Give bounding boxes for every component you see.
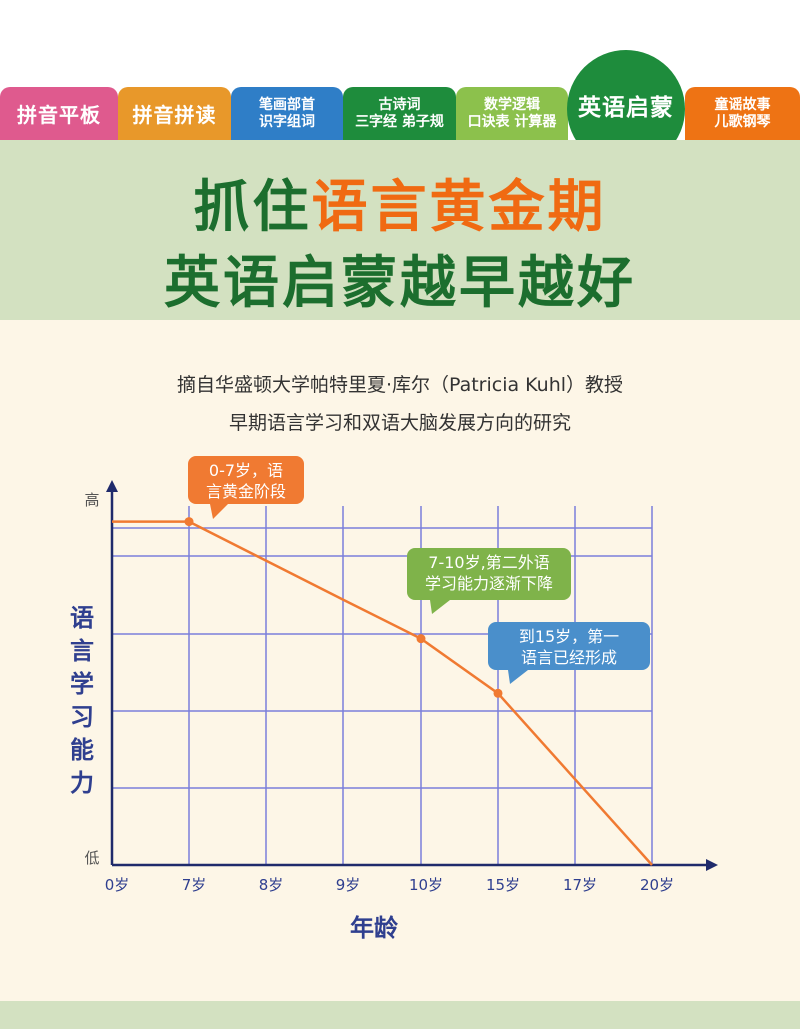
- tab-songs[interactable]: 童谣故事 儿歌钢琴: [685, 87, 800, 140]
- category-tabs: 拼音平板 拼音拼读 笔画部首 识字组词 古诗词 三字经 弟子规 数学逻辑 口诀表 计算器 童谣故…: [0, 0, 800, 140]
- data-point-4: [416, 634, 426, 644]
- tab-strokes[interactable]: 笔画部首 识字组词: [231, 87, 343, 140]
- annotation-bubble-2: [488, 622, 650, 670]
- x-tick-label-7: 20岁: [640, 876, 674, 894]
- x-axis-arrow: [706, 859, 718, 871]
- tab-math[interactable]: 数学逻辑 口诀表 计算器: [456, 87, 568, 140]
- headline-highlight: 语言黄金期: [311, 175, 607, 240]
- annotation-bubble-1: [407, 548, 571, 600]
- tab-strokes-label-0: 笔画部首: [259, 96, 315, 113]
- annotation-tail-1: [430, 600, 450, 614]
- annotation-tail-2: [508, 670, 528, 684]
- annotation-text-2-1: 语言已经形成: [521, 648, 617, 667]
- x-tick-label-3: 9岁: [336, 876, 361, 894]
- y-axis-title-char-1: 言: [70, 637, 94, 665]
- tab-pinyin-tablet[interactable]: 拼音平板: [0, 87, 118, 140]
- x-tick-label-2: 8岁: [259, 876, 284, 894]
- source-line-2: 早期语言学习和双语大脑发展方向的研究: [228, 412, 571, 434]
- tab-english-label[interactable]: 英语启蒙: [578, 95, 674, 121]
- series-line: [112, 520, 653, 866]
- annotation-text-1-1: 学习能力逐渐下降: [425, 574, 553, 593]
- x-axis-title: 年龄: [350, 914, 399, 942]
- x-tick-label-0: 0岁: [105, 876, 130, 894]
- tab-poems-label-1: 三字经 弟子规: [355, 113, 444, 130]
- headline-line-2: 英语启蒙越早越好: [164, 251, 636, 316]
- tab-pinyin-reading[interactable]: 拼音拼读: [118, 87, 231, 140]
- tab-strokes-label-1: 识字组词: [259, 113, 315, 130]
- tab-pinyin-reading-label-0: 拼音拼读: [132, 103, 217, 127]
- tab-songs-label-0: 童谣故事: [714, 96, 771, 113]
- y-low-label: 低: [84, 849, 99, 867]
- y-axis-title-char-4: 能: [70, 736, 94, 764]
- tab-pinyin-tablet-label-0: 拼音平板: [17, 103, 101, 127]
- annotation-tail-0: [210, 504, 228, 519]
- y-high-label: 高: [84, 491, 99, 509]
- annotation-text-1-0: 7-10岁,第二外语: [428, 553, 549, 572]
- data-point-5: [493, 688, 503, 698]
- y-axis-arrow: [106, 480, 118, 492]
- x-tick-label-6: 17岁: [563, 876, 597, 894]
- tab-math-label-1: 口诀表 计算器: [467, 113, 557, 130]
- annotation-text-2-0: 到15岁，第一: [519, 627, 619, 646]
- bottom-band: [0, 1001, 800, 1029]
- source-line-1: 摘自华盛顿大学帕特里夏·库尔（Patricia Kuhl）教授: [176, 374, 624, 396]
- tab-poems-label-0: 古诗词: [378, 96, 421, 113]
- data-point-1: [184, 517, 194, 527]
- x-tick-label-4: 10岁: [409, 876, 443, 894]
- tab-math-label-0: 数学逻辑: [484, 96, 540, 113]
- y-axis-title-char-3: 习: [70, 703, 94, 731]
- annotation-bubble-0: [188, 456, 304, 504]
- headline-band: 抓住语言黄金期 英语启蒙越早越好: [0, 140, 800, 320]
- annotation-text-0-1: 言黄金阶段: [206, 482, 286, 501]
- tab-poems[interactable]: 古诗词 三字经 弟子规: [343, 87, 456, 140]
- headline-line-1: 抓住语言黄金期: [0, 162, 800, 243]
- content-area: [0, 320, 800, 1001]
- y-axis-title-char-2: 学: [70, 670, 94, 698]
- x-tick-label-1: 7岁: [182, 876, 207, 894]
- y-axis-title-char-0: 语: [70, 604, 94, 632]
- x-tick-label-5: 15岁: [486, 876, 520, 894]
- tab-songs-label-1: 儿歌钢琴: [714, 113, 771, 130]
- annotation-text-0-0: 0-7岁，语: [209, 461, 283, 480]
- y-axis-title-char-5: 力: [70, 769, 94, 797]
- headline-prefix: 抓住: [193, 175, 312, 240]
